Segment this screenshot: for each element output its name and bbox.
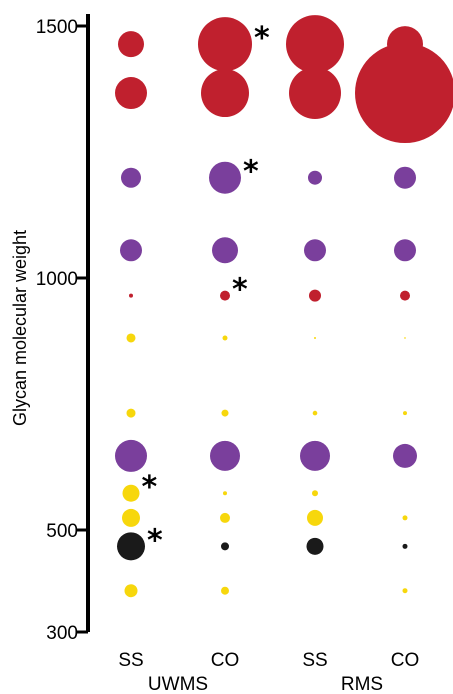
bubble-purple [120, 239, 142, 262]
bubble-red [355, 43, 453, 144]
bubble-red [198, 17, 252, 72]
bubble-red [309, 289, 321, 302]
x-group-label: RMS [341, 674, 383, 694]
bubble-black [117, 532, 145, 561]
y-axis-title: Glycan molecular weight [10, 230, 30, 426]
bubble-yellow [220, 512, 230, 523]
bubble-purple [394, 239, 416, 262]
bubble-red [129, 293, 133, 298]
bubble-purple [308, 170, 322, 185]
bubble-purple [210, 440, 240, 471]
x-axis-group-labels: UWMS RMS [148, 674, 383, 694]
bubble-purple [121, 167, 141, 188]
bubble-yellow [307, 509, 323, 526]
x-tick-label: CO [391, 650, 420, 671]
bubble-yellow [124, 584, 138, 598]
bubble-purple [212, 237, 238, 264]
y-axis-ticks: 1500 1000 500 300 [36, 17, 88, 644]
bubble-yellow [221, 586, 229, 595]
bubble-purple [300, 440, 330, 471]
bubble-yellow [122, 508, 140, 527]
x-tick-label: CO [211, 650, 240, 671]
bubble-purple [304, 239, 326, 262]
bubble-yellow [312, 410, 318, 416]
bubble-yellow [222, 335, 228, 341]
bubble-yellow [402, 515, 408, 521]
bubble-purple [209, 161, 241, 194]
x-tick-label: SS [302, 650, 327, 671]
bubble-yellow [126, 333, 136, 343]
x-group-label: UWMS [148, 674, 208, 694]
bubble-red [289, 67, 341, 120]
bubble-yellow [314, 336, 316, 339]
bubble-red [118, 31, 144, 58]
bubble-purple [115, 439, 147, 472]
significance-asterisk: * [254, 21, 270, 56]
bubble-yellow [223, 491, 227, 496]
bubble-purple [393, 443, 417, 468]
x-axis-tick-labels: SS CO SS CO [118, 650, 419, 671]
significance-asterisk: * [232, 273, 248, 308]
bubble-red [115, 77, 147, 110]
bubble-red [220, 290, 230, 301]
bubble-yellow [312, 490, 318, 497]
bubble-red [201, 69, 249, 118]
bubble-yellow [221, 409, 229, 417]
bubble-yellow [126, 408, 136, 418]
bubble-purple [394, 166, 416, 189]
y-tick-label: 500 [46, 521, 78, 542]
significance-asterisk: * [243, 155, 259, 190]
bubble-yellow [403, 411, 407, 416]
bubble-red [400, 290, 410, 301]
y-tick-label: 1500 [36, 17, 78, 38]
bubble-yellow [402, 588, 408, 594]
bubble-black [402, 543, 408, 549]
bubble-black [221, 542, 229, 551]
bubble-black [306, 537, 324, 555]
significance-asterisk: * [147, 523, 163, 558]
y-tick-label: 1000 [36, 269, 78, 290]
x-tick-label: SS [118, 650, 143, 671]
y-tick-label: 300 [46, 623, 78, 644]
bubble-red [286, 15, 344, 74]
bubble-layer: * * * * * [115, 15, 453, 598]
bubble-yellow [404, 337, 406, 339]
bubble-yellow [122, 484, 140, 502]
significance-asterisk: * [142, 470, 158, 505]
